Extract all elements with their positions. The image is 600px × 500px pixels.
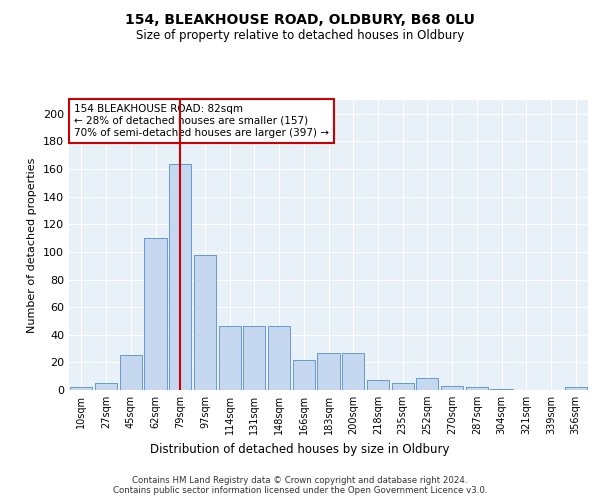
Bar: [367, 380, 389, 390]
Text: Contains HM Land Registry data © Crown copyright and database right 2024.
Contai: Contains HM Land Registry data © Crown c…: [113, 476, 487, 495]
Text: Distribution of detached houses by size in Oldbury: Distribution of detached houses by size …: [150, 442, 450, 456]
Bar: [441, 386, 463, 390]
Bar: [392, 383, 414, 390]
Bar: [145, 238, 167, 390]
Bar: [490, 388, 512, 390]
Bar: [95, 383, 117, 390]
Bar: [268, 326, 290, 390]
Bar: [218, 326, 241, 390]
Bar: [243, 326, 265, 390]
Text: Size of property relative to detached houses in Oldbury: Size of property relative to detached ho…: [136, 29, 464, 42]
Bar: [342, 352, 364, 390]
Bar: [169, 164, 191, 390]
Text: 154 BLEAKHOUSE ROAD: 82sqm
← 28% of detached houses are smaller (157)
70% of sem: 154 BLEAKHOUSE ROAD: 82sqm ← 28% of deta…: [74, 104, 329, 138]
Bar: [194, 254, 216, 390]
Bar: [466, 387, 488, 390]
Bar: [416, 378, 439, 390]
Text: 154, BLEAKHOUSE ROAD, OLDBURY, B68 0LU: 154, BLEAKHOUSE ROAD, OLDBURY, B68 0LU: [125, 12, 475, 26]
Y-axis label: Number of detached properties: Number of detached properties: [28, 158, 37, 332]
Bar: [119, 356, 142, 390]
Bar: [70, 387, 92, 390]
Bar: [317, 352, 340, 390]
Bar: [293, 360, 315, 390]
Bar: [565, 387, 587, 390]
